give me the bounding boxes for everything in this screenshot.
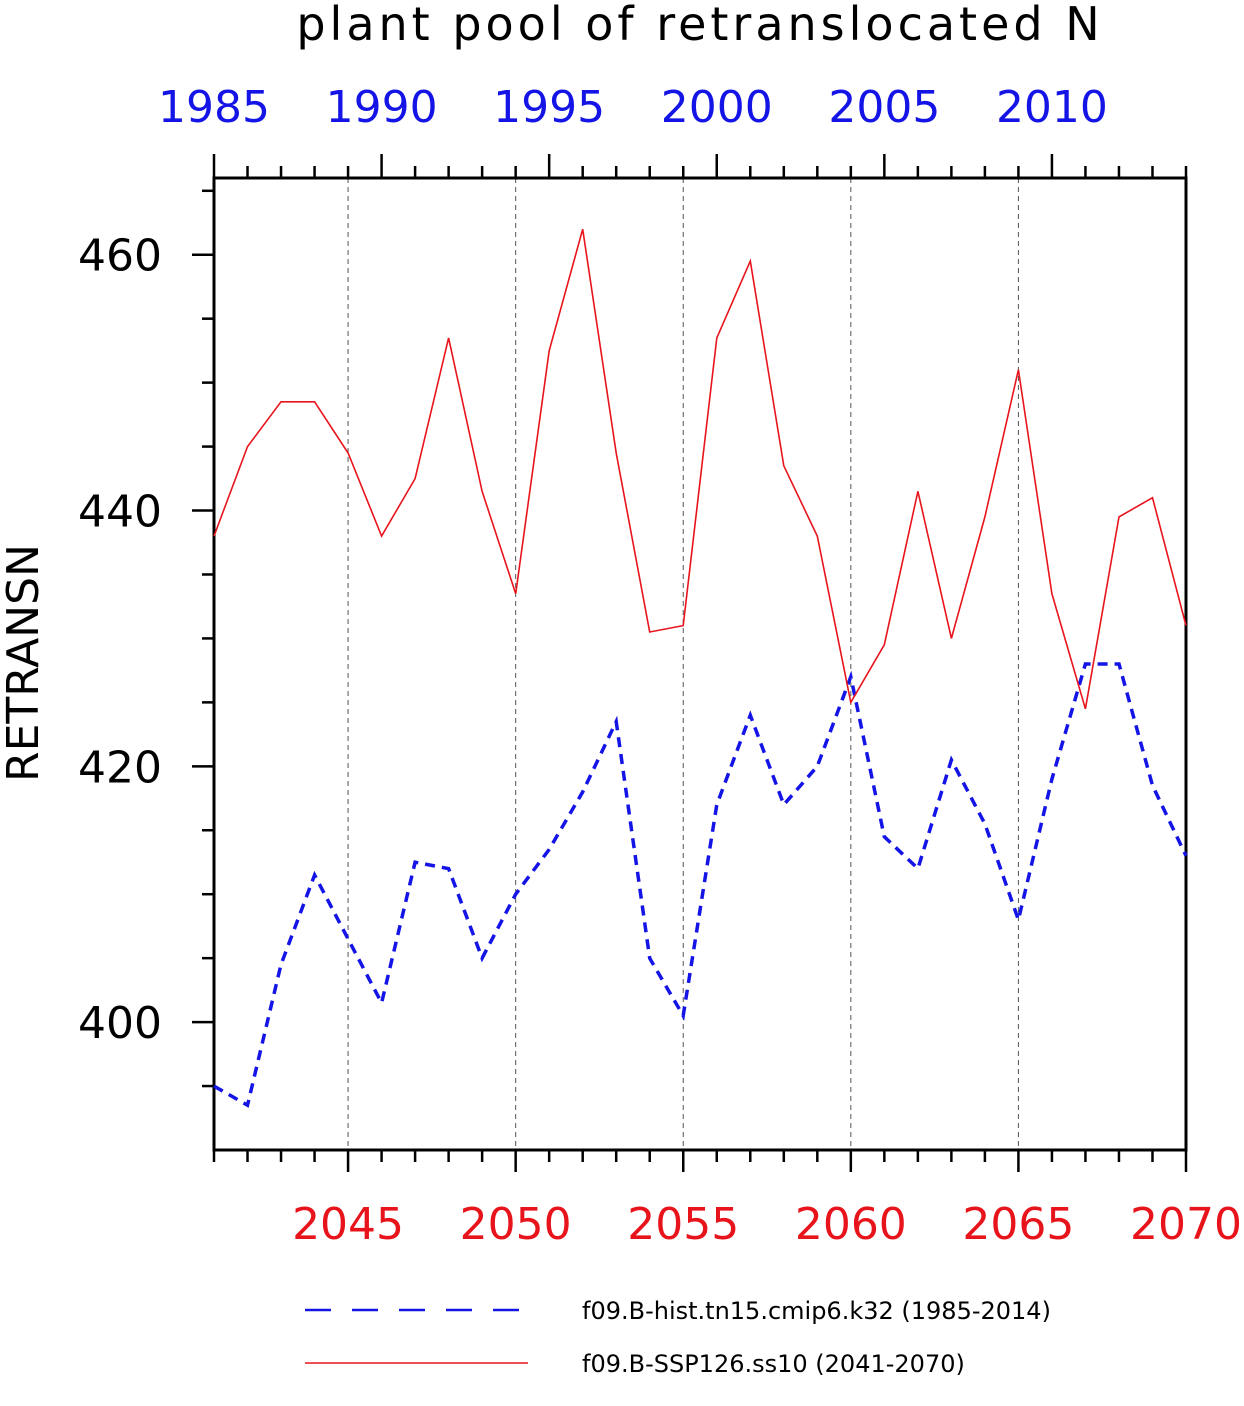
top-tick-label-1995: 1995 [493,82,605,133]
y-axis-label: RETRANSN [0,544,49,782]
series-hist-line [213,662,1188,1108]
bottom-tick-label-2050: 2050 [460,1199,572,1250]
grid-lines [347,178,1019,1150]
bottom-tick-label-2045: 2045 [292,1199,404,1250]
top-tick-label-2000: 2000 [661,82,773,133]
chart-title: plant pool of retranslocated N [296,0,1103,51]
top-tick-label-2005: 2005 [828,82,940,133]
y-tick-label-420: 420 [78,742,162,793]
plot-frame [212,176,1188,1152]
series-ssp126-line [213,228,1187,710]
tick-labels: 2045 2050 2055 2060 2065 2070 1985 1990 1995 2000… [78,82,1242,1250]
bottom-tick-label-2070: 2070 [1130,1199,1242,1250]
legend-label-hist: f09.B-hist.tn15.cmip6.k32 (1985-2014) [582,1297,1051,1325]
y-tick-label-400: 400 [78,998,162,1049]
legend-label-ssp126: f09.B-SSP126.ss10 (2041-2070) [582,1350,965,1378]
top-tick-label-2010: 2010 [996,82,1108,133]
bottom-tick-label-2055: 2055 [627,1199,739,1250]
axis-ticks [192,154,1188,1172]
y-tick-label-440: 440 [78,487,162,538]
plot-area [213,228,1188,1108]
top-tick-label-1985: 1985 [158,82,270,133]
legend: f09.B-hist.tn15.cmip6.k32 (1985-2014) f0… [305,1297,1051,1378]
bottom-tick-label-2060: 2060 [795,1199,907,1250]
bottom-tick-label-2065: 2065 [962,1199,1074,1250]
top-tick-label-1990: 1990 [326,82,438,133]
y-tick-label-460: 460 [78,231,162,282]
axes [212,176,1188,1152]
